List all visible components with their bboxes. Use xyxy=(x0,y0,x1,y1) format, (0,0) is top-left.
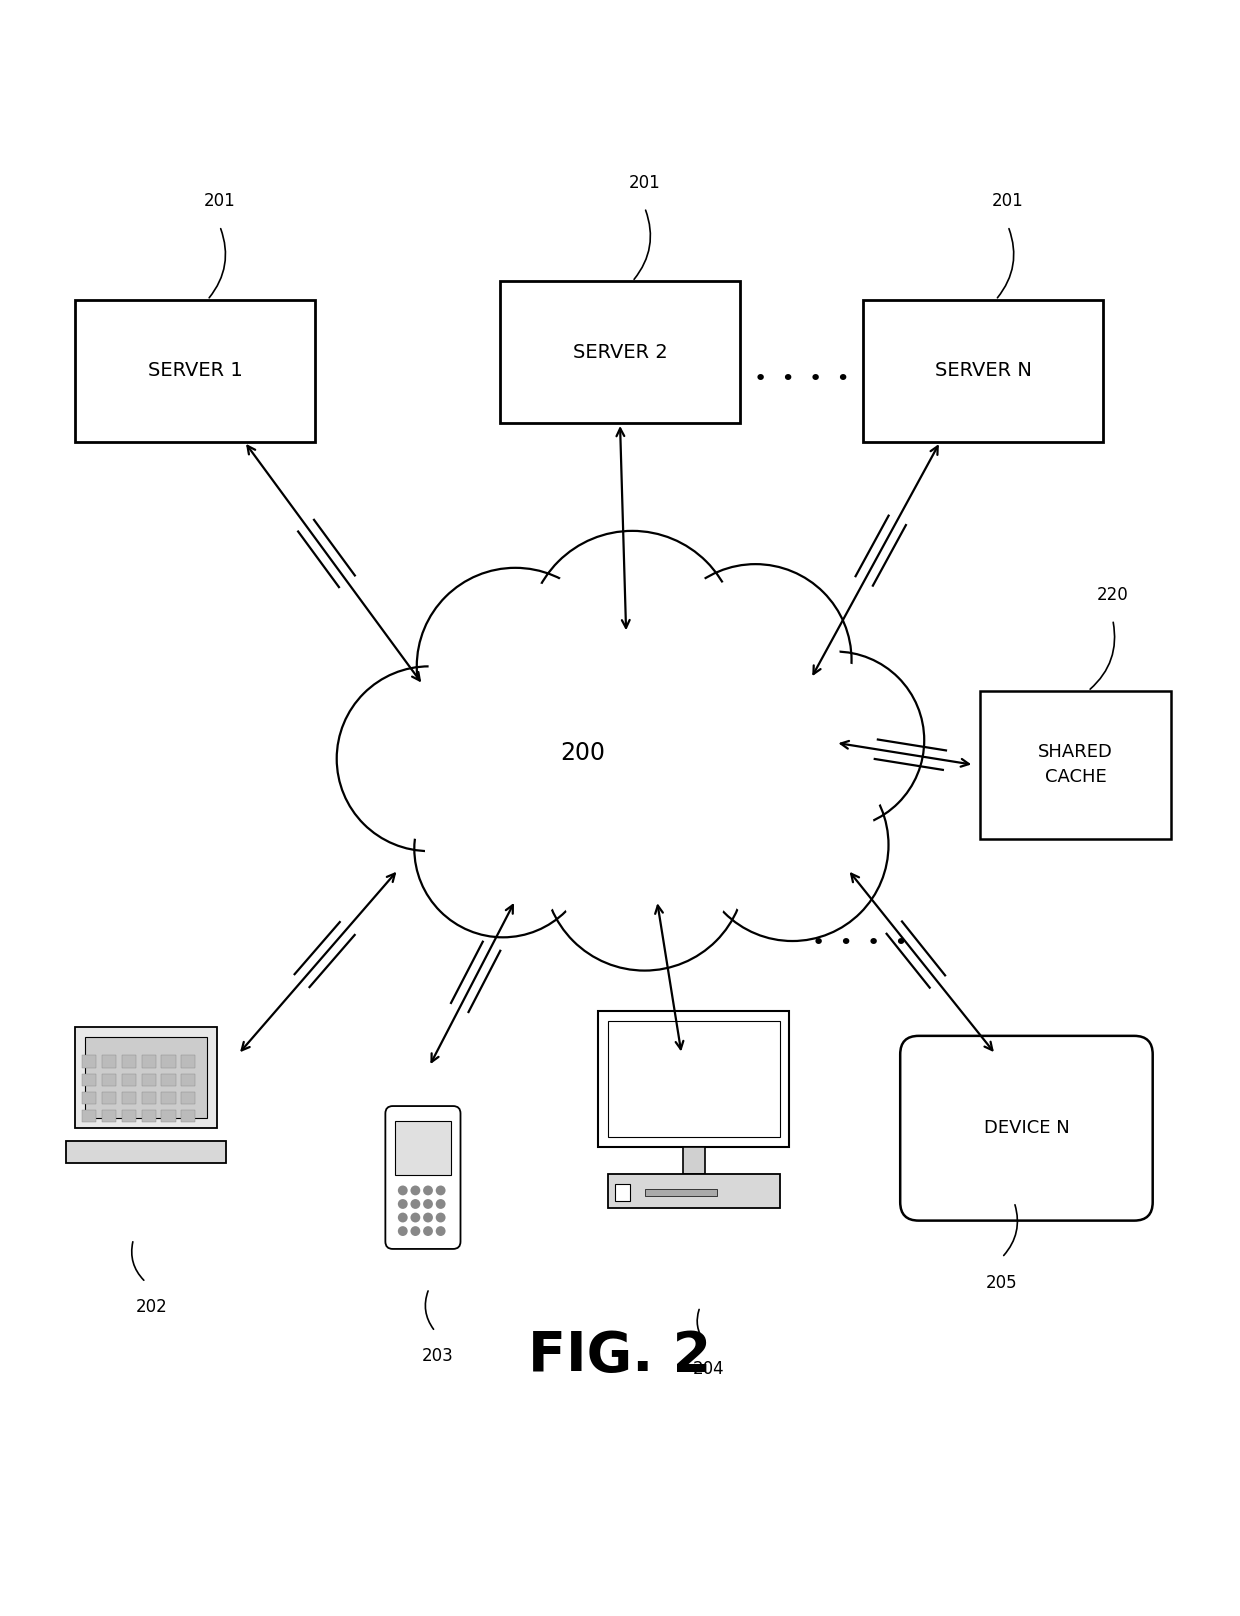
FancyBboxPatch shape xyxy=(683,1147,706,1173)
Circle shape xyxy=(435,1186,445,1196)
FancyBboxPatch shape xyxy=(981,692,1171,839)
Circle shape xyxy=(423,1227,433,1236)
FancyBboxPatch shape xyxy=(396,1120,450,1175)
Text: 201: 201 xyxy=(203,192,236,210)
Ellipse shape xyxy=(423,642,842,863)
FancyBboxPatch shape xyxy=(608,1173,780,1209)
FancyBboxPatch shape xyxy=(181,1055,196,1068)
Text: 200: 200 xyxy=(560,740,605,764)
Text: •  •  •  •: • • • • xyxy=(812,934,908,953)
Circle shape xyxy=(410,1199,420,1209)
Circle shape xyxy=(541,543,724,727)
Circle shape xyxy=(423,1212,433,1222)
FancyBboxPatch shape xyxy=(500,281,740,423)
Circle shape xyxy=(435,1212,445,1222)
Circle shape xyxy=(425,771,582,926)
FancyBboxPatch shape xyxy=(181,1073,196,1086)
Text: SERVER 2: SERVER 2 xyxy=(573,343,667,362)
FancyBboxPatch shape xyxy=(122,1073,136,1086)
FancyBboxPatch shape xyxy=(122,1092,136,1104)
FancyBboxPatch shape xyxy=(181,1110,196,1122)
Circle shape xyxy=(528,532,737,740)
FancyBboxPatch shape xyxy=(386,1105,460,1249)
FancyBboxPatch shape xyxy=(102,1110,117,1122)
Circle shape xyxy=(398,1186,408,1196)
FancyBboxPatch shape xyxy=(82,1055,97,1068)
FancyBboxPatch shape xyxy=(102,1092,117,1104)
Text: 204: 204 xyxy=(693,1359,724,1378)
Circle shape xyxy=(398,1199,408,1209)
FancyBboxPatch shape xyxy=(84,1037,207,1118)
FancyBboxPatch shape xyxy=(122,1055,136,1068)
Ellipse shape xyxy=(410,629,854,876)
Text: 220: 220 xyxy=(1097,585,1128,603)
Circle shape xyxy=(414,760,591,937)
Circle shape xyxy=(660,564,852,756)
Text: SERVER 1: SERVER 1 xyxy=(148,362,243,380)
Circle shape xyxy=(758,663,914,818)
FancyBboxPatch shape xyxy=(141,1073,156,1086)
FancyBboxPatch shape xyxy=(161,1110,176,1122)
FancyBboxPatch shape xyxy=(74,301,315,441)
Circle shape xyxy=(429,580,601,753)
Circle shape xyxy=(746,651,924,829)
Circle shape xyxy=(697,748,889,941)
Circle shape xyxy=(337,666,522,852)
Circle shape xyxy=(410,1212,420,1222)
Circle shape xyxy=(556,781,734,958)
FancyBboxPatch shape xyxy=(82,1092,97,1104)
Circle shape xyxy=(398,1212,408,1222)
Text: 203: 203 xyxy=(422,1348,454,1366)
Circle shape xyxy=(543,769,745,971)
FancyBboxPatch shape xyxy=(181,1092,196,1104)
FancyBboxPatch shape xyxy=(900,1036,1153,1220)
FancyBboxPatch shape xyxy=(141,1055,156,1068)
FancyBboxPatch shape xyxy=(122,1110,136,1122)
FancyBboxPatch shape xyxy=(141,1092,156,1104)
FancyBboxPatch shape xyxy=(74,1028,217,1128)
Text: •  •  •  •: • • • • xyxy=(754,370,851,389)
FancyBboxPatch shape xyxy=(82,1073,97,1086)
FancyBboxPatch shape xyxy=(102,1073,117,1086)
Text: SHARED
CACHE: SHARED CACHE xyxy=(1038,743,1114,787)
Text: 202: 202 xyxy=(136,1298,167,1315)
Circle shape xyxy=(423,1186,433,1196)
Circle shape xyxy=(417,567,614,764)
FancyBboxPatch shape xyxy=(102,1055,117,1068)
FancyBboxPatch shape xyxy=(161,1055,176,1068)
FancyBboxPatch shape xyxy=(645,1189,717,1196)
FancyBboxPatch shape xyxy=(141,1110,156,1122)
Circle shape xyxy=(410,1186,420,1196)
Text: 201: 201 xyxy=(992,192,1024,210)
Text: DEVICE N: DEVICE N xyxy=(983,1120,1069,1138)
Circle shape xyxy=(435,1227,445,1236)
Text: SERVER N: SERVER N xyxy=(935,362,1032,380)
FancyBboxPatch shape xyxy=(609,1021,780,1136)
Circle shape xyxy=(423,1199,433,1209)
Circle shape xyxy=(398,1227,408,1236)
Circle shape xyxy=(410,1227,420,1236)
Text: FIG. 2: FIG. 2 xyxy=(528,1328,712,1383)
FancyBboxPatch shape xyxy=(161,1073,176,1086)
FancyBboxPatch shape xyxy=(66,1141,226,1164)
Circle shape xyxy=(435,1199,445,1209)
Circle shape xyxy=(671,575,839,745)
FancyBboxPatch shape xyxy=(599,1012,790,1147)
FancyBboxPatch shape xyxy=(615,1183,630,1201)
Circle shape xyxy=(708,761,877,929)
Circle shape xyxy=(347,677,511,840)
FancyBboxPatch shape xyxy=(161,1092,176,1104)
Text: 205: 205 xyxy=(986,1273,1018,1291)
FancyBboxPatch shape xyxy=(863,301,1104,441)
FancyBboxPatch shape xyxy=(82,1110,97,1122)
Text: 201: 201 xyxy=(629,173,661,192)
